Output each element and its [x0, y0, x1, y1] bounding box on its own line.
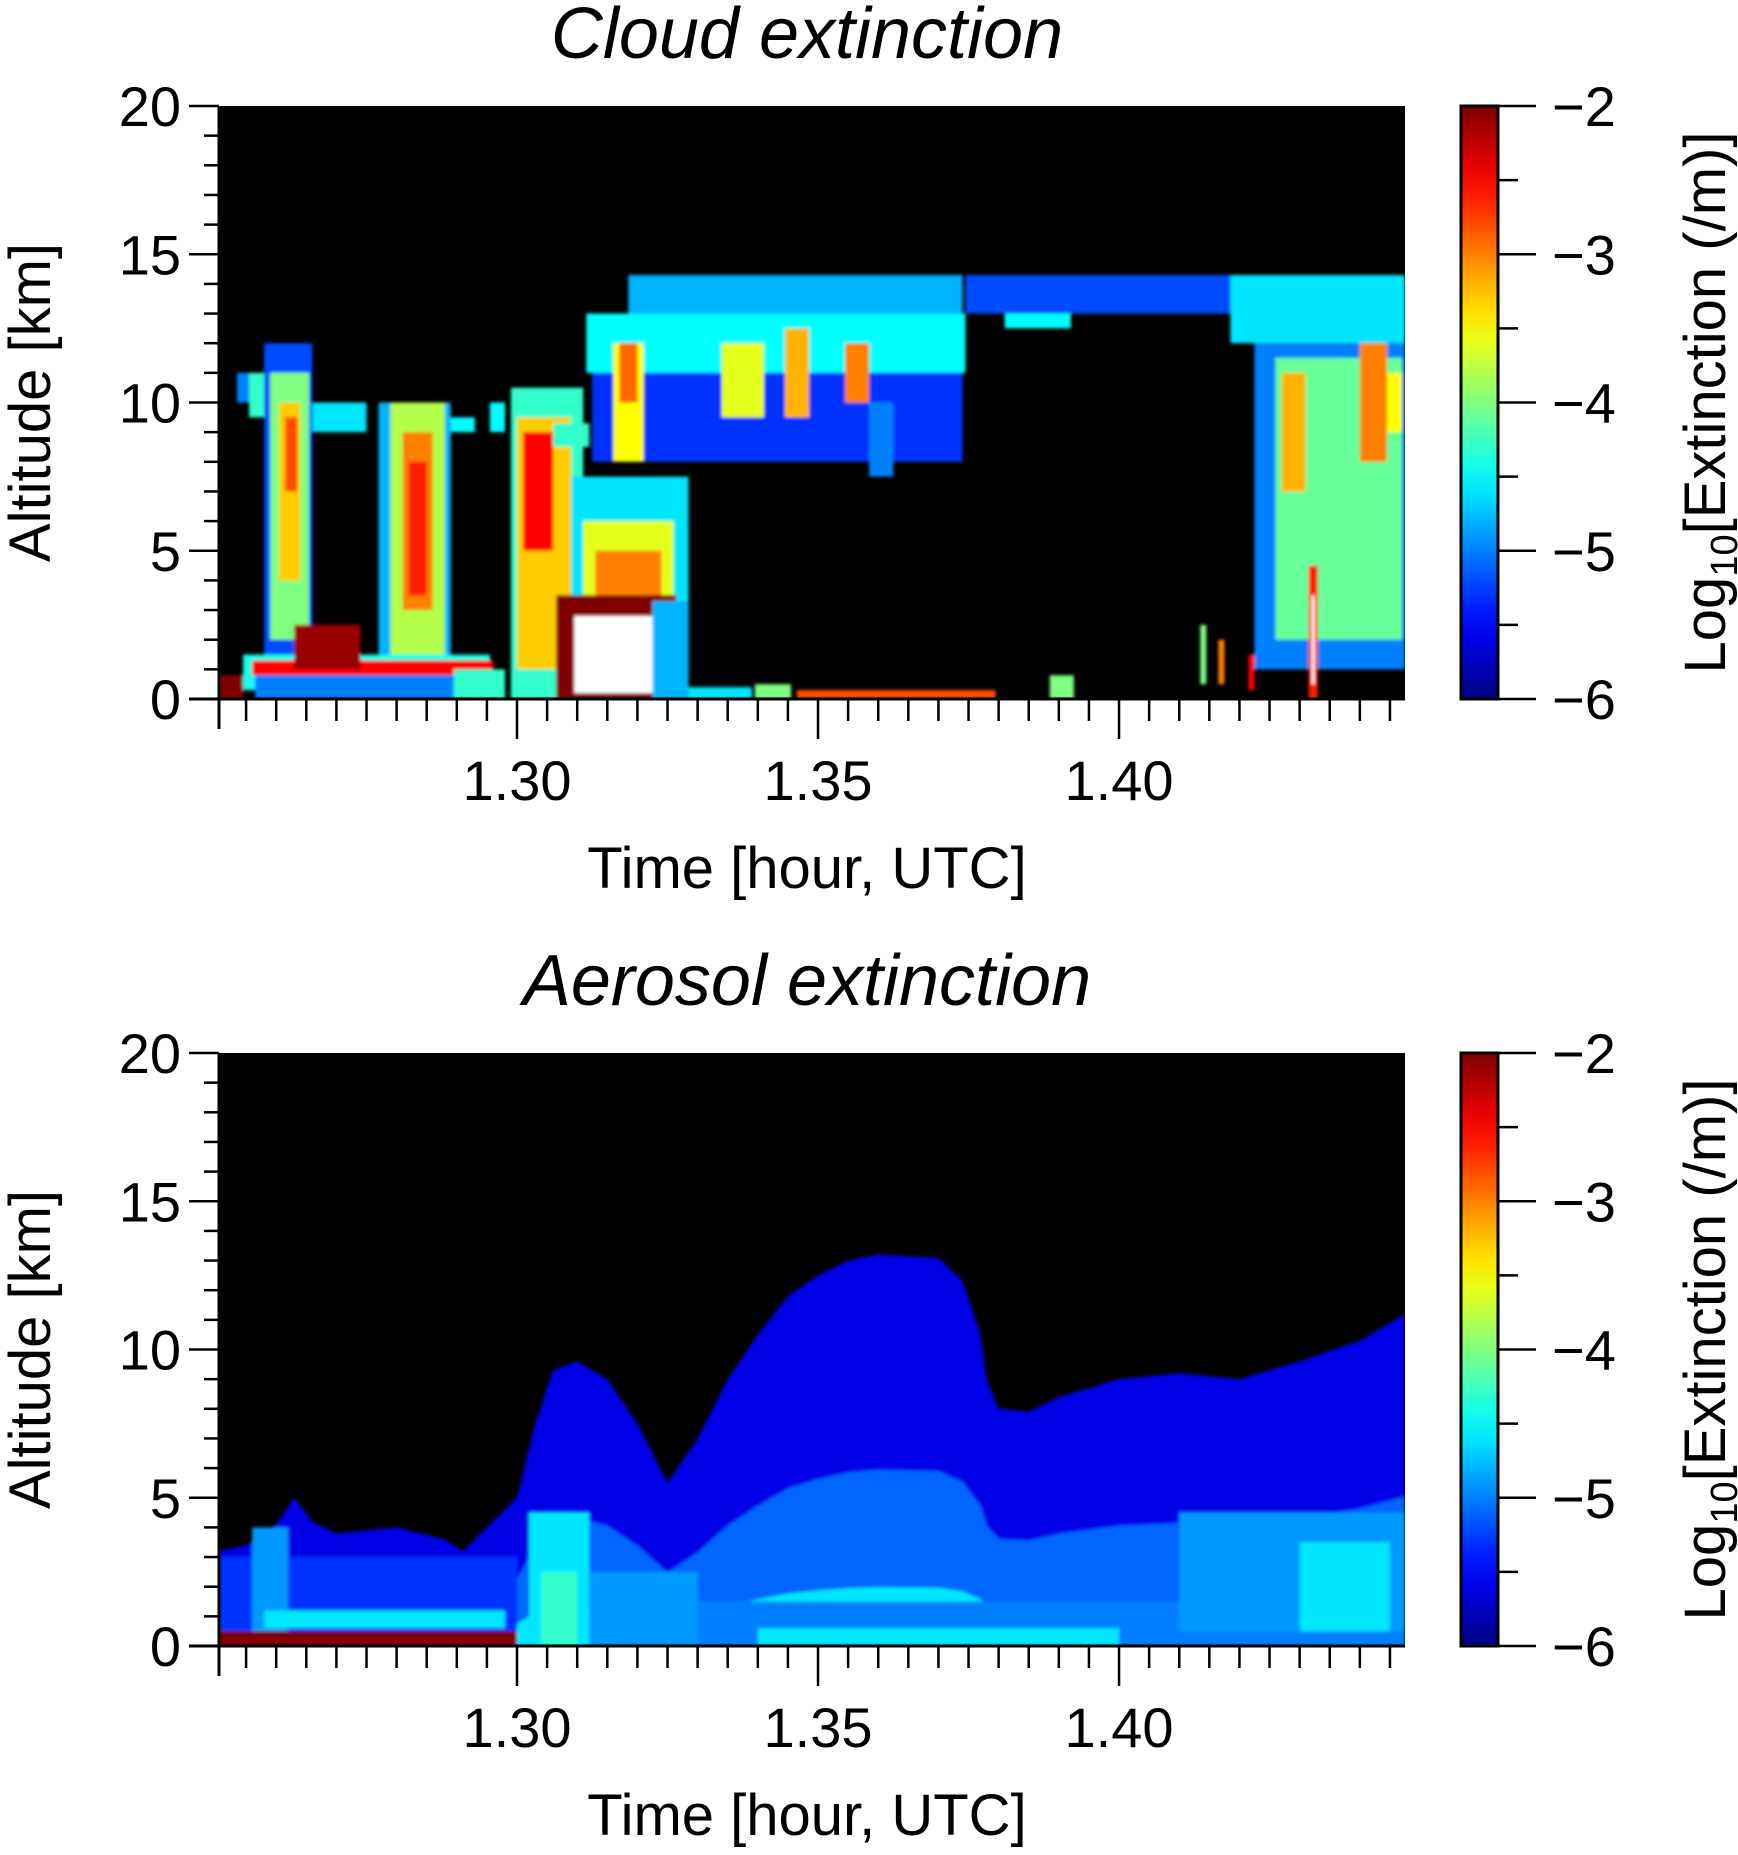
heatmap-cell: [965, 275, 1231, 314]
heatmap-cell: [1299, 1542, 1390, 1632]
heatmap-cell: [489, 402, 505, 433]
heatmap-cell: [586, 313, 966, 373]
x-tick-label: 1.40: [1065, 1696, 1174, 1759]
colorbar-label-suffix: [Extinction (/m)]: [1673, 1079, 1738, 1482]
heatmap-cell: [721, 343, 764, 418]
heatmap-cell: [1230, 275, 1405, 344]
heatmap-cell: [450, 417, 475, 433]
heatmap-cell: [589, 1571, 698, 1646]
heatmap-cell: [1386, 372, 1402, 433]
heatmap-cell: [523, 432, 554, 551]
cloud-extinction-panel: 0 5 10 15 20 1.30 1.35 1.40 Time [hour, UTC] Alti…: [0, 0, 1738, 901]
heatmap-cell: [1359, 343, 1387, 462]
x-axis-label: Time [hour, UTC]: [587, 1783, 1026, 1848]
colorbar: [1459, 1051, 1500, 1648]
colorbar-tick-label: −2: [1552, 75, 1616, 138]
heatmap-cell: [219, 1631, 518, 1646]
y-tick-label: 20: [119, 1022, 181, 1085]
heatmap-cell: [869, 402, 894, 477]
heatmap-cell: [553, 423, 590, 447]
x-tick-label: 1.35: [764, 1696, 873, 1759]
heatmap-cells: [219, 275, 1405, 699]
colorbar-label-subscript: 10: [1704, 1481, 1738, 1523]
x-tick-label: 1.30: [463, 749, 572, 812]
colorbar-label-suffix: [Extinction (/m)]: [1673, 132, 1738, 535]
colorbar-tick-label: −6: [1552, 668, 1616, 731]
heatmap-cell: [1218, 639, 1225, 685]
x-tick-label: 1.30: [463, 1696, 572, 1759]
colorbar-label-subscript: 10: [1704, 534, 1738, 576]
y-axis-label: Altitude [km]: [0, 243, 63, 562]
heatmap-cell: [1311, 595, 1315, 685]
colorbar-tick-label: −4: [1552, 1319, 1616, 1382]
colorbar: [1459, 104, 1500, 701]
y-tick-label: 0: [150, 1615, 181, 1678]
x-axis-label: Time [hour, UTC]: [587, 836, 1026, 901]
heatmap-cell: [264, 1610, 505, 1629]
heatmap-cell: [688, 687, 752, 699]
colorbar-label-prefix: Log: [1673, 1524, 1738, 1621]
y-tick-label: 5: [150, 1467, 181, 1530]
heatmap-cell: [453, 669, 505, 699]
heatmap-cells: [219, 1254, 1405, 1646]
chart-title: Cloud extinction: [551, 0, 1063, 74]
y-axis-label: Altitude [km]: [0, 1190, 63, 1509]
heatmap-cell: [628, 275, 963, 314]
x-tick-label: 1.35: [764, 749, 873, 812]
heatmap-cell: [1004, 313, 1071, 329]
heatmap-cell: [237, 372, 250, 403]
heatmap-cell: [574, 615, 662, 694]
heatmap-cell: [796, 690, 996, 699]
y-tick-label: 15: [119, 1170, 181, 1233]
y-tick-label: 15: [119, 223, 181, 286]
x-tick-label: 1.40: [1065, 749, 1174, 812]
colorbar-label: Log10[Extinction (/m)]: [1673, 132, 1738, 674]
heatmap-cell: [757, 1628, 1120, 1646]
colorbar-tick-label: −4: [1552, 372, 1616, 435]
heatmap-cell: [652, 601, 689, 699]
heatmap-cell: [255, 675, 487, 699]
heatmap-cell: [1281, 372, 1306, 492]
heatmap-cell: [541, 1571, 578, 1646]
colorbar-label-prefix: Log: [1673, 577, 1738, 674]
aerosol-extinction-panel: 0 5 10 15 20 1.30 1.35 1.40 Time [hour, UTC] Alti…: [0, 941, 1738, 1848]
heatmap-cell: [784, 328, 809, 418]
colorbar-tick-label: −5: [1552, 520, 1616, 583]
heatmap-cell: [1049, 675, 1074, 699]
chart-title: Aerosol extinction: [519, 941, 1091, 1021]
heatmap-cell: [754, 684, 791, 699]
heatmap-cell: [312, 402, 367, 433]
heatmap-cell: [285, 417, 298, 492]
y-tick-label: 0: [150, 668, 181, 731]
heatmap-cell: [294, 624, 361, 670]
y-tick-label: 10: [119, 1319, 181, 1382]
heatmap-cell: [1200, 624, 1207, 685]
heatmap-cell: [1248, 654, 1255, 691]
colorbar-tick-label: −2: [1552, 1022, 1616, 1085]
colorbar-tick-label: −5: [1552, 1467, 1616, 1530]
heatmap-cell: [219, 675, 244, 699]
heatmap-cell: [408, 461, 427, 596]
colorbar-tick-label: −3: [1552, 1170, 1616, 1233]
colorbar-tick-label: −3: [1552, 223, 1616, 286]
heatmap-cell: [845, 343, 870, 403]
colorbar-tick-label: −6: [1552, 1615, 1616, 1678]
y-tick-label: 5: [150, 520, 181, 583]
heatmap-cell: [619, 343, 638, 403]
y-tick-label: 20: [119, 75, 181, 138]
colorbar-label: Log10[Extinction (/m)]: [1673, 1079, 1738, 1621]
y-tick-label: 10: [119, 372, 181, 435]
